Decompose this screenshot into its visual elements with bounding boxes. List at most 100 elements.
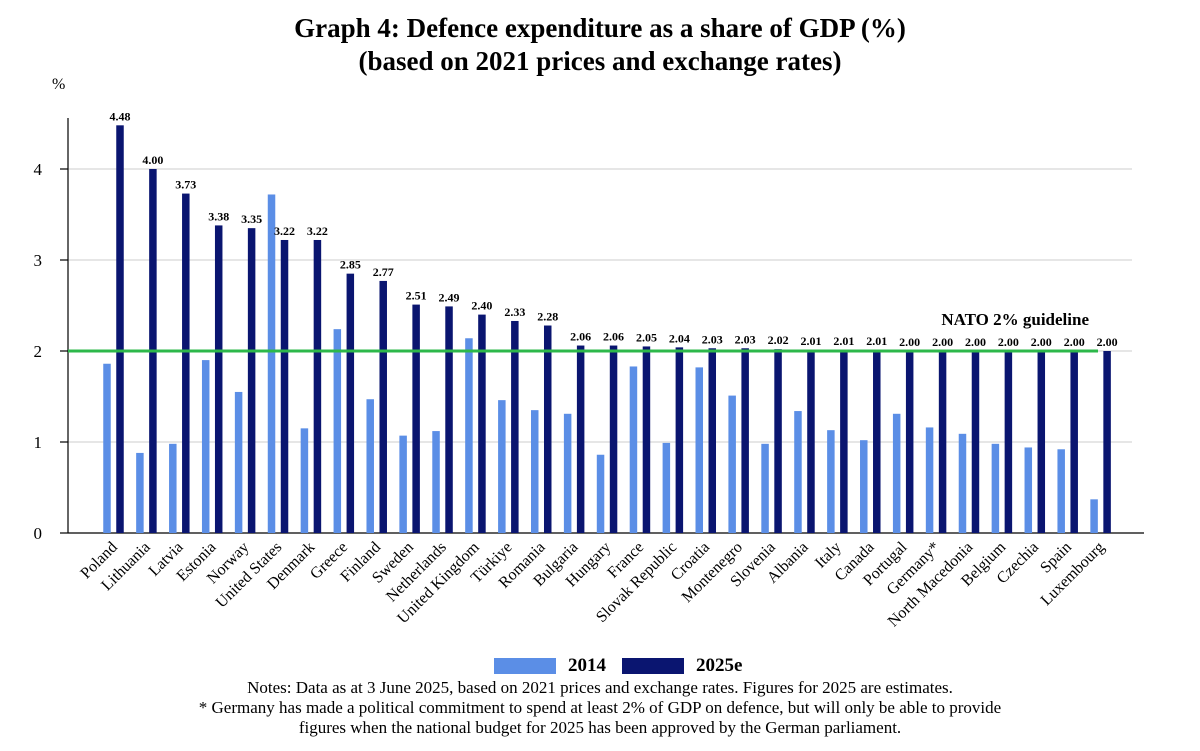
bar-2014: [300, 428, 309, 533]
bar-2025e: [1103, 351, 1111, 533]
bar-2014: [201, 360, 210, 533]
bar-2014: [366, 399, 374, 533]
data-label-2025e: 2.33: [504, 305, 525, 319]
data-label-2025e: 2.01: [866, 334, 887, 348]
bar-2014: [1090, 499, 1098, 533]
bar-2025e: [214, 225, 223, 534]
legend: 2014 2025e: [0, 655, 1200, 679]
bar-2025e: [412, 304, 420, 533]
bar-2025e: [511, 320, 519, 533]
bar-2025e: [1004, 351, 1013, 533]
bar-2014: [991, 443, 1000, 533]
data-label-2025e: 2.00: [1031, 335, 1052, 349]
bar-2014: [662, 442, 671, 533]
data-label-2025e: 2.51: [406, 289, 427, 303]
data-label-2025e: 2.06: [603, 330, 624, 344]
bar-2025e: [971, 351, 980, 533]
bar-2014: [596, 454, 605, 533]
data-label-2025e: 4.48: [110, 109, 131, 123]
bar-2025e: [741, 348, 749, 533]
data-label-2025e: 2.00: [1064, 335, 1085, 349]
bar-2025e: [379, 280, 387, 533]
bar-2025e: [543, 325, 552, 533]
legend-label-2014: 2014: [568, 655, 606, 676]
notes-line2: * Germany has made a political commitmen…: [198, 698, 1002, 717]
legend-swatch-2014: [494, 658, 556, 674]
data-label-2025e: 2.28: [537, 310, 558, 324]
legend-item-2014: 2014: [494, 655, 606, 677]
bar-chart: 012344.48Poland4.00Lithuania3.73Latvia3.…: [34, 109, 1144, 630]
data-label-2025e: 3.22: [307, 224, 328, 238]
data-label-2025e: 2.06: [570, 330, 591, 344]
bar-2014: [794, 411, 802, 533]
bar-2014: [695, 367, 704, 533]
y-tick-label: 1: [34, 433, 43, 452]
legend-label-2025e: 2025e: [696, 655, 743, 676]
bar-2014: [629, 366, 638, 533]
bar-2014: [925, 427, 934, 533]
bar-2014: [827, 430, 835, 533]
bar-2014: [530, 410, 539, 533]
y-tick-label: 0: [34, 524, 43, 543]
bar-2025e: [1070, 351, 1078, 533]
bar-2014: [267, 194, 276, 534]
data-label-2025e: 2.00: [998, 335, 1019, 349]
data-label-2025e: 2.01: [833, 334, 854, 348]
data-label-2025e: 2.04: [669, 331, 690, 345]
bar-2025e: [609, 345, 618, 533]
bar-2025e: [774, 349, 782, 533]
data-label-2025e: 4.00: [142, 153, 163, 167]
bar-2025e: [346, 273, 355, 533]
bar-2025e: [478, 314, 486, 533]
bar-2014: [1057, 449, 1065, 533]
bar-2025e: [247, 228, 256, 533]
bar-2025e: [445, 306, 453, 533]
bar-2025e: [873, 350, 881, 533]
bar-2025e: [1037, 351, 1046, 533]
bar-2014: [234, 391, 243, 533]
bar-2014: [333, 329, 342, 533]
bar-2014: [465, 338, 473, 533]
data-label-2025e: 2.03: [702, 332, 723, 346]
data-label-2025e: 2.00: [1097, 335, 1118, 349]
bar-2025e: [807, 350, 815, 533]
bar-2025e: [708, 348, 717, 533]
data-label-2025e: 2.00: [965, 335, 986, 349]
data-label-2025e: 3.73: [175, 178, 196, 192]
data-label-2025e: 2.49: [439, 290, 460, 304]
data-label-2025e: 2.85: [340, 258, 361, 272]
bar-2025e: [675, 347, 684, 533]
data-label-2025e: 2.03: [735, 332, 756, 346]
data-label-2025e: 2.00: [899, 335, 920, 349]
bar-2014: [399, 435, 407, 533]
bar-2025e: [313, 239, 322, 534]
bar-2014: [1024, 447, 1033, 533]
bar-2014: [958, 433, 967, 533]
y-tick-label: 3: [34, 251, 43, 270]
data-label-2025e: 3.38: [208, 209, 229, 223]
bar-2014: [169, 443, 177, 533]
bar-2025e: [280, 239, 289, 534]
bar-2025e: [576, 345, 585, 533]
bar-2025e: [905, 351, 914, 533]
data-label-2025e: 2.01: [800, 334, 821, 348]
bar-2025e: [116, 125, 124, 533]
bar-2014: [498, 400, 506, 533]
bar-2025e: [938, 351, 947, 533]
bar-2014: [563, 413, 572, 533]
bar-2014: [136, 452, 144, 533]
bar-2014: [761, 443, 769, 533]
data-label-2025e: 2.02: [768, 333, 789, 347]
data-label-2025e: 3.22: [274, 224, 295, 238]
bar-2014: [103, 363, 111, 533]
data-label-2025e: 2.77: [373, 265, 394, 279]
notes-line1: Notes: Data as at 3 June 2025, based on …: [247, 678, 953, 697]
data-label-2025e: 2.40: [471, 299, 492, 313]
data-label-2025e: 2.05: [636, 330, 657, 344]
legend-item-2025e: 2025e: [622, 655, 742, 677]
y-tick-label: 4: [34, 160, 43, 179]
notes: Notes: Data as at 3 June 2025, based on …: [0, 678, 1200, 738]
nato-guideline-label: NATO 2% guideline: [941, 310, 1089, 329]
chart-title-line2: (based on 2021 prices and exchange rates…: [358, 46, 842, 76]
chart-title-line1: Graph 4: Defence expenditure as a share …: [294, 13, 906, 43]
